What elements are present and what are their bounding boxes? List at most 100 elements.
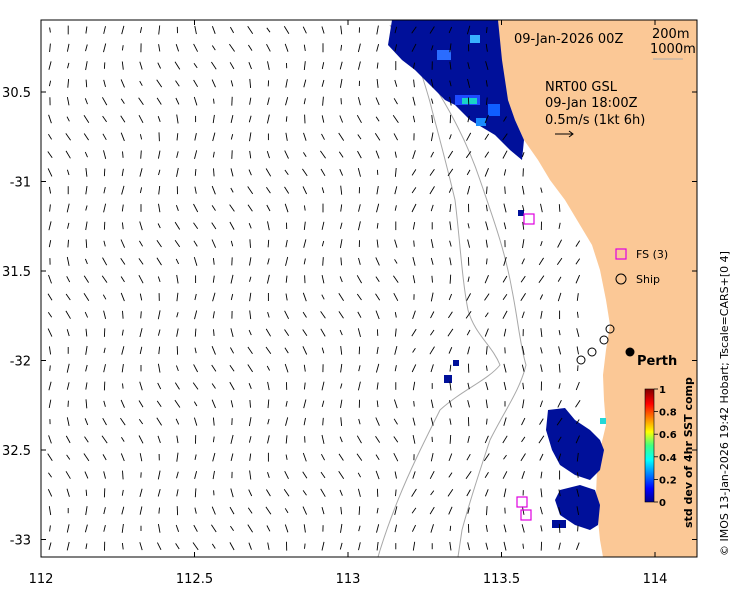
current-vector	[485, 204, 488, 212]
current-vector	[430, 151, 434, 158]
colorbar	[644, 388, 655, 503]
current-vector	[575, 274, 581, 284]
current-vector	[393, 436, 399, 443]
current-vector	[47, 168, 53, 177]
current-vector	[249, 453, 252, 461]
current-vector	[338, 453, 344, 461]
current-vector	[375, 435, 381, 443]
current-vector	[139, 168, 143, 177]
current-vector	[84, 98, 88, 105]
current-vector	[48, 61, 52, 70]
current-vector	[412, 435, 416, 444]
current-vector	[139, 187, 143, 194]
current-vector	[465, 151, 472, 159]
current-vector	[303, 152, 307, 158]
current-vector	[284, 347, 289, 354]
current-vector	[121, 45, 124, 51]
current-vector	[83, 453, 90, 462]
current-vector	[429, 26, 435, 34]
colorbar-tick-label: 0.4	[659, 453, 677, 464]
current-vector	[47, 312, 53, 318]
current-vector	[267, 381, 270, 391]
current-vector	[48, 381, 52, 391]
current-vector	[121, 523, 124, 533]
current-vector	[321, 400, 325, 408]
current-vector	[139, 328, 143, 338]
current-vector	[65, 471, 71, 479]
current-vector	[175, 543, 180, 550]
current-vector	[211, 383, 216, 389]
current-vector	[504, 186, 506, 194]
current-vector	[356, 275, 362, 284]
current-vector	[431, 114, 434, 124]
current-vector	[375, 417, 380, 426]
current-vector	[303, 221, 306, 230]
current-vector	[449, 274, 452, 284]
current-vector	[85, 61, 88, 71]
current-vector	[357, 61, 361, 70]
current-vector	[265, 328, 271, 337]
current-vector	[121, 489, 124, 496]
current-vector	[485, 381, 489, 391]
current-vector	[83, 275, 89, 283]
current-vector	[412, 310, 416, 320]
current-vector	[247, 364, 253, 373]
current-vector	[394, 524, 398, 533]
current-vector	[249, 132, 252, 142]
current-vector	[211, 239, 217, 248]
current-vector	[175, 97, 180, 105]
current-vector	[358, 506, 361, 515]
current-vector	[376, 400, 379, 408]
current-vector	[230, 525, 234, 531]
current-vector	[266, 274, 270, 284]
current-vector	[339, 78, 343, 88]
product-label: NRT00 GSL	[545, 80, 618, 95]
current-vector	[322, 96, 324, 106]
current-vector	[321, 115, 325, 123]
current-vector	[192, 382, 199, 390]
current-vector	[212, 132, 216, 142]
current-vector	[412, 150, 416, 160]
current-vector	[84, 311, 89, 318]
current-vector	[212, 292, 216, 302]
current-vector	[485, 542, 489, 550]
current-vector	[376, 222, 379, 229]
current-vector	[84, 258, 88, 265]
current-vector	[502, 275, 508, 283]
current-vector	[229, 542, 235, 551]
current-vector	[48, 506, 52, 516]
current-vector	[156, 417, 162, 426]
current-vector	[102, 97, 108, 106]
current-vector	[321, 62, 325, 70]
current-vector	[139, 80, 143, 86]
current-vector	[484, 472, 489, 478]
current-vector	[66, 363, 70, 373]
current-vector	[557, 239, 563, 248]
current-vector	[449, 381, 452, 391]
current-vector	[212, 470, 215, 480]
current-vector	[121, 436, 125, 442]
current-vector	[267, 311, 270, 318]
current-vector	[557, 276, 562, 282]
current-vector	[357, 97, 361, 106]
x-tick-label: 113	[336, 572, 361, 587]
current-vector	[429, 186, 435, 195]
current-vector	[176, 471, 179, 479]
current-vector	[430, 524, 434, 533]
current-vector	[430, 399, 434, 409]
current-vector	[140, 150, 142, 159]
current-vector	[193, 256, 198, 266]
current-vector	[375, 310, 380, 320]
current-vector	[212, 452, 216, 462]
current-vector	[194, 454, 197, 460]
current-vector	[230, 240, 234, 247]
current-vector	[229, 506, 235, 515]
current-vector	[375, 293, 381, 301]
current-vector	[394, 312, 397, 318]
current-vector	[48, 186, 52, 194]
current-vector	[485, 346, 488, 355]
current-vector	[49, 27, 51, 33]
current-vector	[194, 168, 197, 176]
current-vector	[212, 151, 215, 158]
current-vector	[121, 506, 125, 515]
